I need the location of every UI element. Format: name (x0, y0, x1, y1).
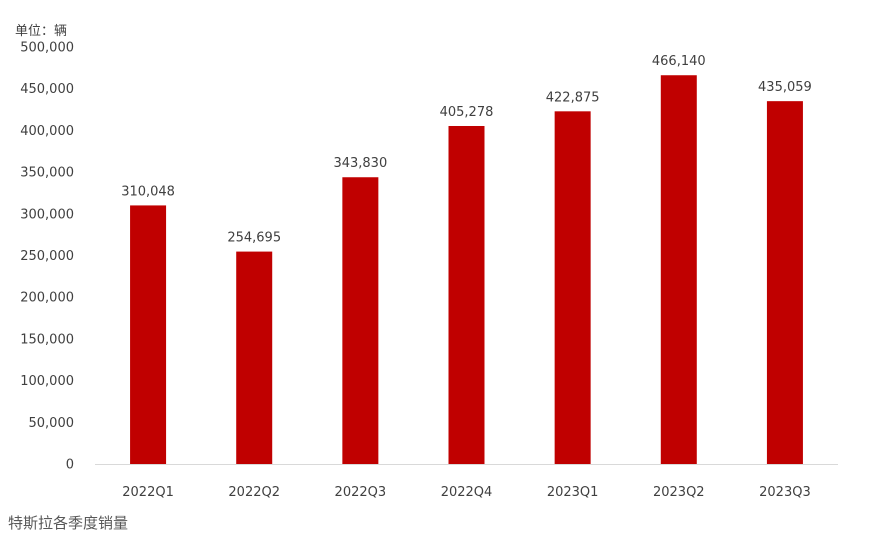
chart-caption: 特斯拉各季度销量 (8, 514, 129, 532)
data-label-2023Q1: 422,875 (546, 90, 600, 105)
x-tick-label-2023Q1: 2023Q1 (547, 485, 599, 500)
y-tick-label: 0 (66, 458, 74, 473)
x-tick-label-2023Q3: 2023Q3 (759, 485, 811, 500)
bars (130, 75, 803, 465)
y-tick-label: 300,000 (20, 207, 74, 222)
y-tick-label: 500,000 (20, 41, 74, 56)
bar-2023Q2 (660, 75, 697, 464)
data-label-2022Q1: 310,048 (121, 184, 175, 199)
y-tick-label: 250,000 (20, 249, 74, 264)
x-axis: 2022Q1 2022Q2 2022Q3 2022Q4 2023Q1 2023Q2 2023… (95, 464, 838, 500)
y-tick-label: 350,000 (20, 166, 74, 181)
x-tick-label-2022Q3: 2022Q3 (335, 485, 387, 500)
unit-label: 单位：辆 (15, 24, 67, 39)
bar-2022Q2 (236, 251, 273, 464)
y-tick-label: 150,000 (20, 332, 74, 347)
data-label-2022Q3: 343,830 (333, 156, 387, 171)
y-tick-label: 450,000 (20, 82, 74, 97)
data-label-2022Q4: 405,278 (440, 105, 494, 120)
data-label-2022Q2: 254,695 (227, 231, 281, 246)
bar-2022Q3 (342, 177, 379, 464)
y-tick-label: 50,000 (29, 416, 75, 431)
y-tick-label: 100,000 (20, 374, 74, 389)
bar-2023Q1 (554, 111, 591, 464)
data-label-2023Q3: 435,059 (758, 80, 812, 95)
y-tick-label: 200,000 (20, 291, 74, 306)
y-tick-label: 400,000 (20, 124, 74, 139)
y-axis: 0 50,000 100,000 150,000 200,000 250,000 300,0… (20, 41, 74, 473)
data-label-2023Q2: 466,140 (652, 54, 706, 69)
x-tick-label-2023Q2: 2023Q2 (653, 485, 705, 500)
bar-2023Q3 (766, 101, 803, 464)
data-labels: 310,048 254,695 343,830 405,278 422,875 466,1… (121, 54, 812, 245)
x-tick-label-2022Q4: 2022Q4 (441, 485, 493, 500)
x-tick-label-2022Q1: 2022Q1 (122, 485, 174, 500)
bar-2022Q4 (448, 125, 485, 465)
x-tick-label-2022Q2: 2022Q2 (228, 485, 280, 500)
bar-2022Q1 (130, 205, 167, 464)
